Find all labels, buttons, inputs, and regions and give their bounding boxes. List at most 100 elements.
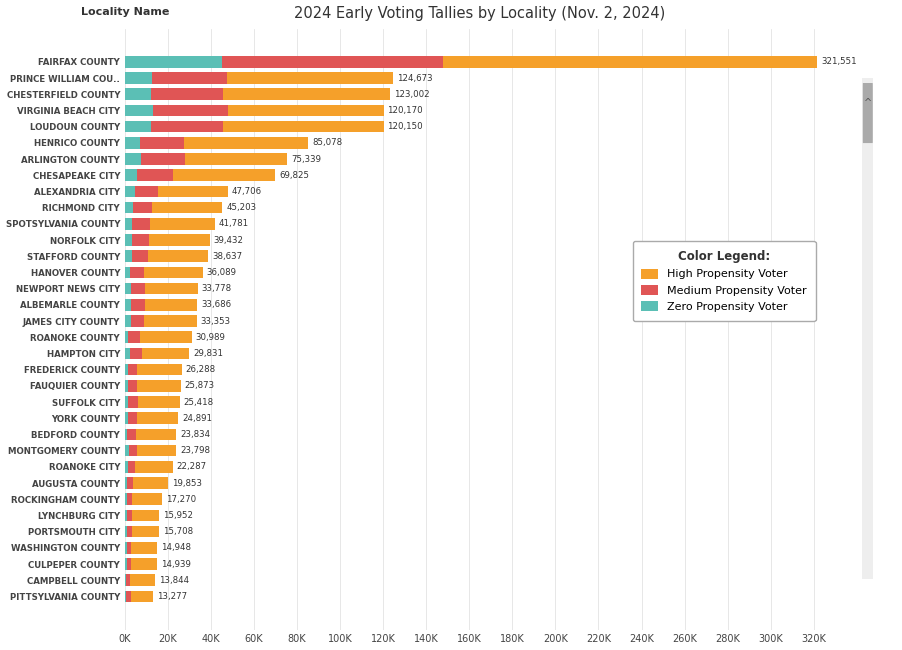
Bar [134, 461, 172, 473]
Bar [131, 315, 143, 327]
Text: 23,798: 23,798 [179, 446, 210, 455]
Bar [124, 477, 127, 489]
Text: 17,270: 17,270 [166, 495, 196, 504]
Bar [124, 558, 126, 570]
Bar [127, 526, 133, 538]
Text: 41,781: 41,781 [218, 219, 249, 228]
Bar [141, 153, 185, 165]
Bar [124, 250, 132, 262]
Bar [124, 575, 126, 586]
Text: 13,844: 13,844 [159, 576, 189, 585]
Bar [228, 105, 383, 116]
Bar [128, 396, 138, 408]
Text: 30,989: 30,989 [195, 333, 226, 342]
Bar [124, 105, 153, 116]
Bar [133, 202, 152, 213]
Text: 22,287: 22,287 [177, 462, 207, 471]
Bar [143, 315, 197, 327]
Text: 15,952: 15,952 [163, 511, 193, 520]
Text: 25,418: 25,418 [183, 398, 214, 406]
Bar [137, 380, 180, 392]
Bar [124, 234, 132, 246]
Text: Locality Name: Locality Name [80, 6, 169, 17]
Bar [143, 266, 202, 278]
Bar [124, 88, 152, 100]
Text: 75,339: 75,339 [290, 155, 320, 164]
Bar [128, 461, 134, 473]
Bar [128, 380, 137, 392]
Text: ^: ^ [863, 98, 870, 108]
Text: 14,939: 14,939 [161, 560, 190, 569]
Bar [132, 250, 148, 262]
Text: 85,078: 85,078 [311, 138, 342, 148]
Bar [183, 137, 308, 149]
Bar [126, 493, 132, 505]
Bar [124, 332, 128, 343]
Text: 120,170: 120,170 [387, 106, 423, 115]
Bar [131, 299, 145, 311]
Bar [124, 186, 135, 197]
Bar [132, 493, 162, 505]
Bar [135, 428, 176, 440]
Bar [145, 299, 198, 311]
Bar [126, 542, 131, 554]
Bar [138, 396, 179, 408]
Bar [127, 428, 135, 440]
Text: 33,778: 33,778 [201, 284, 232, 293]
Bar [173, 170, 275, 181]
Bar [443, 56, 816, 68]
Title: 2024 Early Voting Tallies by Locality (Nov. 2, 2024): 2024 Early Voting Tallies by Locality (N… [294, 6, 665, 21]
Text: 39,432: 39,432 [214, 235, 244, 244]
Bar [124, 542, 126, 554]
Bar [148, 250, 207, 262]
Bar [132, 218, 150, 229]
Bar [124, 591, 126, 603]
Bar [124, 428, 127, 440]
Bar [124, 493, 126, 505]
Bar [137, 170, 173, 181]
Bar [127, 477, 133, 489]
Text: 25,873: 25,873 [184, 382, 215, 391]
Bar [136, 412, 179, 424]
Bar [152, 88, 223, 100]
Bar [142, 348, 189, 359]
Bar [140, 332, 191, 343]
Bar [124, 266, 129, 278]
Bar [128, 445, 136, 456]
Text: 38,637: 38,637 [212, 252, 242, 261]
Bar [136, 445, 176, 456]
Bar [158, 186, 227, 197]
Text: 45,203: 45,203 [226, 203, 256, 212]
Bar [133, 526, 159, 538]
Bar [129, 266, 143, 278]
Bar [124, 56, 222, 68]
FancyBboxPatch shape [861, 83, 872, 143]
Text: 33,353: 33,353 [200, 317, 230, 326]
Bar [124, 526, 127, 538]
Bar [124, 170, 137, 181]
Bar [223, 121, 383, 133]
Bar [222, 56, 443, 68]
Bar [126, 575, 130, 586]
Bar [150, 218, 215, 229]
Bar [152, 202, 222, 213]
Text: 24,891: 24,891 [182, 414, 212, 422]
Bar [140, 137, 183, 149]
Bar [226, 72, 393, 84]
Bar [124, 412, 128, 424]
Bar [124, 153, 141, 165]
Bar [128, 364, 137, 376]
Bar [130, 575, 154, 586]
Text: 15,708: 15,708 [162, 527, 192, 536]
Bar [124, 380, 128, 392]
Bar [151, 121, 223, 133]
Text: 29,831: 29,831 [193, 349, 223, 358]
Bar [131, 591, 153, 603]
Bar [130, 348, 142, 359]
Text: 321,551: 321,551 [820, 57, 856, 66]
Bar [124, 121, 151, 133]
Bar [153, 105, 228, 116]
Text: 36,089: 36,089 [207, 268, 236, 277]
Text: 23,834: 23,834 [179, 430, 210, 439]
Bar [185, 153, 287, 165]
